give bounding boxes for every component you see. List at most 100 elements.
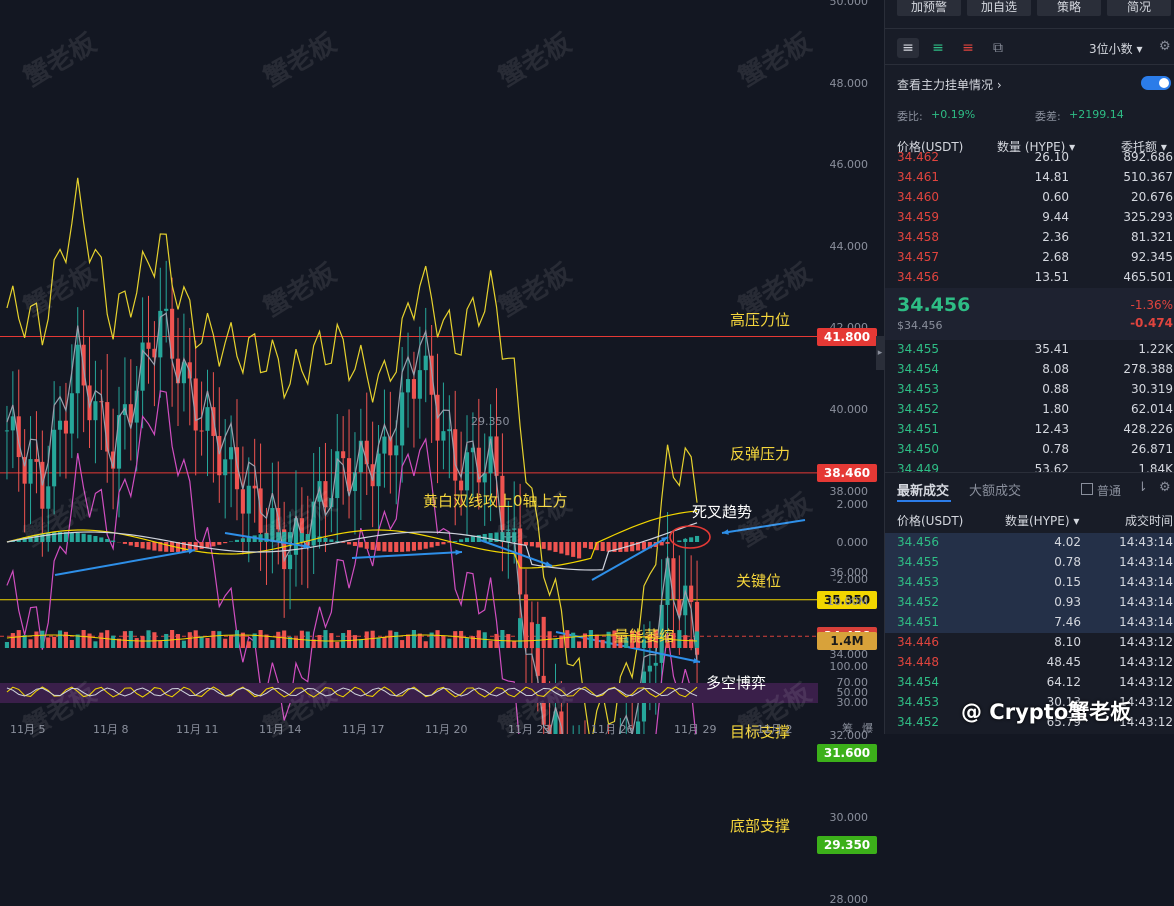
last-price-box: 34.456 $34.456 -1.36% -0.474 [885, 288, 1174, 340]
candle-body [341, 451, 345, 458]
candle-body [636, 721, 640, 734]
candle-body [247, 486, 251, 514]
volume-bar [152, 632, 156, 648]
tab-large-trades[interactable]: 大额成交 [969, 480, 1021, 499]
trade-header-qty[interactable]: 数量(HYPE) ▾ [1005, 512, 1079, 529]
price-chart[interactable]: 50.00048.00046.00044.00042.00040.00038.0… [0, 0, 880, 734]
book-both-icon[interactable]: ≡ [897, 38, 919, 58]
volume-bar [418, 634, 422, 648]
trade-qty: 7.46 [1054, 615, 1081, 629]
book-bids-icon[interactable]: ≡ [927, 38, 949, 58]
volume-bar [34, 631, 38, 648]
chart-canvas[interactable] [0, 0, 880, 734]
precision-select[interactable]: 3位小数 ▾ [1089, 40, 1142, 57]
macd-bar [630, 542, 634, 551]
macd-bar [559, 542, 563, 554]
trade-price: 34.451 [897, 615, 939, 629]
volume-annotation: 量能萎缩 [614, 625, 674, 646]
macd-axis-label: 0.000 [837, 536, 869, 549]
normal-checkbox[interactable] [1081, 483, 1093, 495]
volume-bar [359, 639, 363, 648]
strategy-button[interactable]: 策略 [1037, 0, 1101, 16]
volume-bar [512, 641, 516, 648]
macd-bar [347, 542, 351, 544]
trades-settings-icon[interactable]: ⚙ [1159, 480, 1171, 495]
volume-bar [182, 641, 186, 648]
candle-body [28, 459, 32, 484]
main-orders-toggle[interactable] [1141, 76, 1171, 90]
diff-value: +2199.14 [1069, 108, 1124, 121]
row-price: 34.449 [897, 462, 939, 476]
macd-bar [241, 538, 245, 542]
volume-bar [335, 642, 339, 648]
volume-bar [500, 630, 504, 648]
macd-bar [406, 542, 410, 551]
macd-bar [441, 542, 445, 544]
trend-arrow [55, 550, 195, 575]
candle-body [58, 421, 62, 430]
macd-bar [123, 542, 127, 544]
row-price: 34.454 [897, 362, 939, 376]
macd-bar [394, 542, 398, 552]
volume-bar [695, 631, 699, 648]
row-amount: 510.367 [1123, 170, 1173, 184]
overview-button[interactable]: 简况 [1107, 0, 1171, 16]
row-qty: 12.43 [1035, 422, 1069, 436]
volume-bar [40, 631, 44, 648]
macd-bar [453, 541, 457, 542]
candle-body [241, 489, 245, 513]
row-amount: 428.226 [1123, 422, 1173, 436]
candle-body [5, 430, 9, 431]
date-label: 11月 17 [342, 721, 385, 737]
book-popout-icon[interactable]: ⧉ [987, 38, 1009, 58]
trade-time: 14:43:14 [1119, 595, 1173, 609]
candle-body [64, 421, 68, 434]
book-asks-icon[interactable]: ≡ [957, 38, 979, 58]
volume-bar [46, 637, 50, 648]
rsi-axis-label: 100.00 [830, 660, 869, 673]
last-price-usd: $34.456 [897, 319, 943, 332]
settings-gear-icon[interactable]: ⚙ [1159, 39, 1171, 54]
rsi-band [0, 683, 818, 703]
volume-bar [565, 630, 569, 648]
volume-bar [70, 640, 74, 648]
candle-body [11, 416, 15, 430]
macd-bar [536, 542, 540, 547]
volume-bar [595, 635, 599, 648]
collapse-panel-handle[interactable]: ▸ [876, 336, 884, 370]
date-label: 11月 26 [591, 721, 634, 737]
macd-annotation: 黄白双线攻上0轴上方 [423, 490, 568, 511]
row-qty: 9.44 [1042, 210, 1069, 224]
trade-qty: 0.15 [1054, 575, 1081, 589]
candle-body [506, 530, 510, 531]
date-label: 11月 8 [93, 721, 129, 737]
volume-bar [93, 641, 97, 648]
tab-latest-trades[interactable]: 最新成交 [897, 480, 949, 499]
macd-bar [235, 540, 239, 542]
candle-body [93, 401, 97, 420]
volume-bar [58, 630, 62, 648]
macd-bar [93, 536, 97, 542]
add-alert-button[interactable]: 加预警 [897, 0, 961, 16]
add-watchlist-button[interactable]: 加自选 [967, 0, 1031, 16]
volume-axis-label: 10.00M [827, 595, 868, 608]
macd-bar [353, 542, 357, 546]
trade-qty: 0.93 [1054, 595, 1081, 609]
filter-icon[interactable]: ⇂ [1137, 480, 1148, 495]
